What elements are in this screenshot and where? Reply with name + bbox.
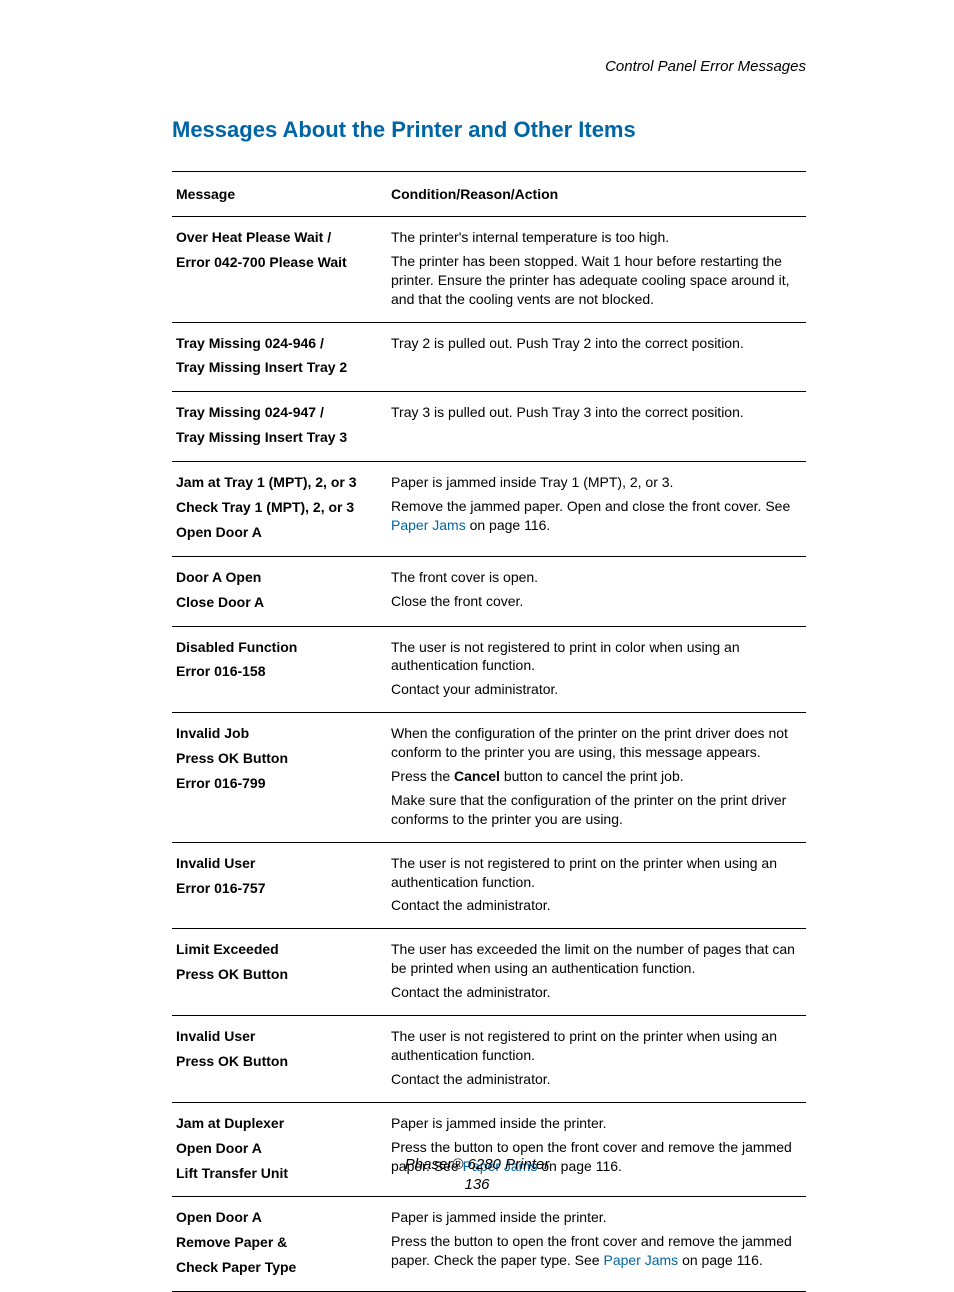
document-page: Control Panel Error Messages Messages Ab… — [0, 0, 954, 1292]
message-line: Disabled Function — [176, 636, 381, 661]
message-cell: Invalid UserError 016-757 — [172, 842, 387, 929]
message-line: Invalid User — [176, 852, 381, 877]
message-line: Remove Paper & — [176, 1231, 381, 1256]
error-messages-table: Message Condition/Reason/Action Over Hea… — [172, 171, 806, 1292]
footer-product: Phaser® 6280 Printer — [0, 1155, 954, 1175]
message-line: Press OK Button — [176, 963, 381, 988]
condition-cell: When the configuration of the printer on… — [387, 713, 806, 842]
message-line: Tray Missing 024-946 / — [176, 332, 381, 357]
condition-cell: Tray 2 is pulled out. Push Tray 2 into t… — [387, 322, 806, 392]
condition-line: Contact the administrator. — [391, 894, 800, 918]
condition-line: Contact the administrator. — [391, 981, 800, 1005]
table-row: Invalid UserError 016-757The user is not… — [172, 842, 806, 929]
condition-line: Make sure that the configuration of the … — [391, 789, 800, 832]
condition-line: When the configuration of the printer on… — [391, 722, 800, 765]
message-cell: Tray Missing 024-946 /Tray Missing Inser… — [172, 322, 387, 392]
message-cell: Door A OpenClose Door A — [172, 556, 387, 626]
table-row: Invalid JobPress OK ButtonError 016-799W… — [172, 713, 806, 842]
message-line: Open Door A — [176, 521, 381, 546]
bold-term: Cancel — [454, 768, 500, 784]
condition-cell: The user is not registered to print on t… — [387, 842, 806, 929]
cross-reference-link[interactable]: Paper Jams — [603, 1252, 678, 1268]
message-line: Open Door A — [176, 1206, 381, 1231]
condition-line: The printer's internal temperature is to… — [391, 226, 800, 250]
message-cell: Invalid JobPress OK ButtonError 016-799 — [172, 713, 387, 842]
condition-line: Contact your administrator. — [391, 678, 800, 702]
condition-line: Press the Cancel button to cancel the pr… — [391, 765, 800, 789]
condition-cell: Paper is jammed inside the printer.Press… — [387, 1197, 806, 1292]
message-cell: Limit ExceededPress OK Button — [172, 929, 387, 1016]
message-cell: Open Door ARemove Paper &Check Paper Typ… — [172, 1197, 387, 1292]
condition-line: Remove the jammed paper. Open and close … — [391, 495, 800, 538]
message-line: Error 016-757 — [176, 877, 381, 902]
condition-line: Contact the administrator. — [391, 1068, 800, 1092]
message-line: Tray Missing Insert Tray 2 — [176, 356, 381, 381]
message-line: Press OK Button — [176, 747, 381, 772]
table-row: Jam at Tray 1 (MPT), 2, or 3Check Tray 1… — [172, 462, 806, 557]
col-header-message: Message — [172, 172, 387, 217]
message-line: Error 016-158 — [176, 660, 381, 685]
message-cell: Disabled FunctionError 016-158 — [172, 626, 387, 713]
table-row: Over Heat Please Wait /Error 042-700 Ple… — [172, 217, 806, 323]
condition-line: Tray 2 is pulled out. Push Tray 2 into t… — [391, 332, 800, 356]
message-line: Jam at Tray 1 (MPT), 2, or 3 — [176, 471, 381, 496]
condition-line: Paper is jammed inside the printer. — [391, 1206, 800, 1230]
message-line: Tray Missing Insert Tray 3 — [176, 426, 381, 451]
condition-cell: Paper is jammed inside Tray 1 (MPT), 2, … — [387, 462, 806, 557]
message-line: Invalid Job — [176, 722, 381, 747]
table-header-row: Message Condition/Reason/Action — [172, 172, 806, 217]
table-row: Door A OpenClose Door AThe front cover i… — [172, 556, 806, 626]
message-line: Error 016-799 — [176, 772, 381, 797]
table-row: Invalid UserPress OK ButtonThe user is n… — [172, 1016, 806, 1103]
message-line: Press OK Button — [176, 1050, 381, 1075]
condition-line: Paper is jammed inside the printer. — [391, 1112, 800, 1136]
condition-line: Paper is jammed inside Tray 1 (MPT), 2, … — [391, 471, 800, 495]
condition-line: Close the front cover. — [391, 590, 800, 614]
condition-line: The user is not registered to print in c… — [391, 636, 800, 679]
message-line: Tray Missing 024-947 / — [176, 401, 381, 426]
condition-cell: The user has exceeded the limit on the n… — [387, 929, 806, 1016]
condition-line: The user is not registered to print on t… — [391, 852, 800, 895]
condition-line: Press the button to open the front cover… — [391, 1230, 800, 1273]
message-line: Over Heat Please Wait / — [176, 226, 381, 251]
message-cell: Invalid UserPress OK Button — [172, 1016, 387, 1103]
running-header: Control Panel Error Messages — [172, 58, 806, 75]
section-title: Messages About the Printer and Other Ite… — [172, 117, 806, 143]
footer-page-number: 136 — [0, 1175, 954, 1195]
condition-cell: Tray 3 is pulled out. Push Tray 3 into t… — [387, 392, 806, 462]
message-line: Jam at Duplexer — [176, 1112, 381, 1137]
condition-cell: The user is not registered to print on t… — [387, 1016, 806, 1103]
cross-reference-link[interactable]: Paper Jams — [391, 517, 466, 533]
condition-line: The user has exceeded the limit on the n… — [391, 938, 800, 981]
message-line: Limit Exceeded — [176, 938, 381, 963]
message-line: Check Paper Type — [176, 1256, 381, 1281]
condition-line: The printer has been stopped. Wait 1 hou… — [391, 250, 800, 312]
table-row: Disabled FunctionError 016-158The user i… — [172, 626, 806, 713]
message-cell: Over Heat Please Wait /Error 042-700 Ple… — [172, 217, 387, 323]
message-line: Door A Open — [176, 566, 381, 591]
message-cell: Tray Missing 024-947 /Tray Missing Inser… — [172, 392, 387, 462]
table-row: Open Door ARemove Paper &Check Paper Typ… — [172, 1197, 806, 1292]
condition-line: The front cover is open. — [391, 566, 800, 590]
condition-line: Tray 3 is pulled out. Push Tray 3 into t… — [391, 401, 800, 425]
table-row: Tray Missing 024-947 /Tray Missing Inser… — [172, 392, 806, 462]
condition-cell: The printer's internal temperature is to… — [387, 217, 806, 323]
message-line: Check Tray 1 (MPT), 2, or 3 — [176, 496, 381, 521]
message-line: Close Door A — [176, 591, 381, 616]
condition-cell: The front cover is open.Close the front … — [387, 556, 806, 626]
condition-line: The user is not registered to print on t… — [391, 1025, 800, 1068]
col-header-condition: Condition/Reason/Action — [387, 172, 806, 217]
page-footer: Phaser® 6280 Printer 136 — [0, 1155, 954, 1196]
message-cell: Jam at Tray 1 (MPT), 2, or 3Check Tray 1… — [172, 462, 387, 557]
condition-cell: The user is not registered to print in c… — [387, 626, 806, 713]
message-line: Invalid User — [176, 1025, 381, 1050]
table-row: Tray Missing 024-946 /Tray Missing Inser… — [172, 322, 806, 392]
table-row: Limit ExceededPress OK ButtonThe user ha… — [172, 929, 806, 1016]
message-line: Error 042-700 Please Wait — [176, 251, 381, 276]
